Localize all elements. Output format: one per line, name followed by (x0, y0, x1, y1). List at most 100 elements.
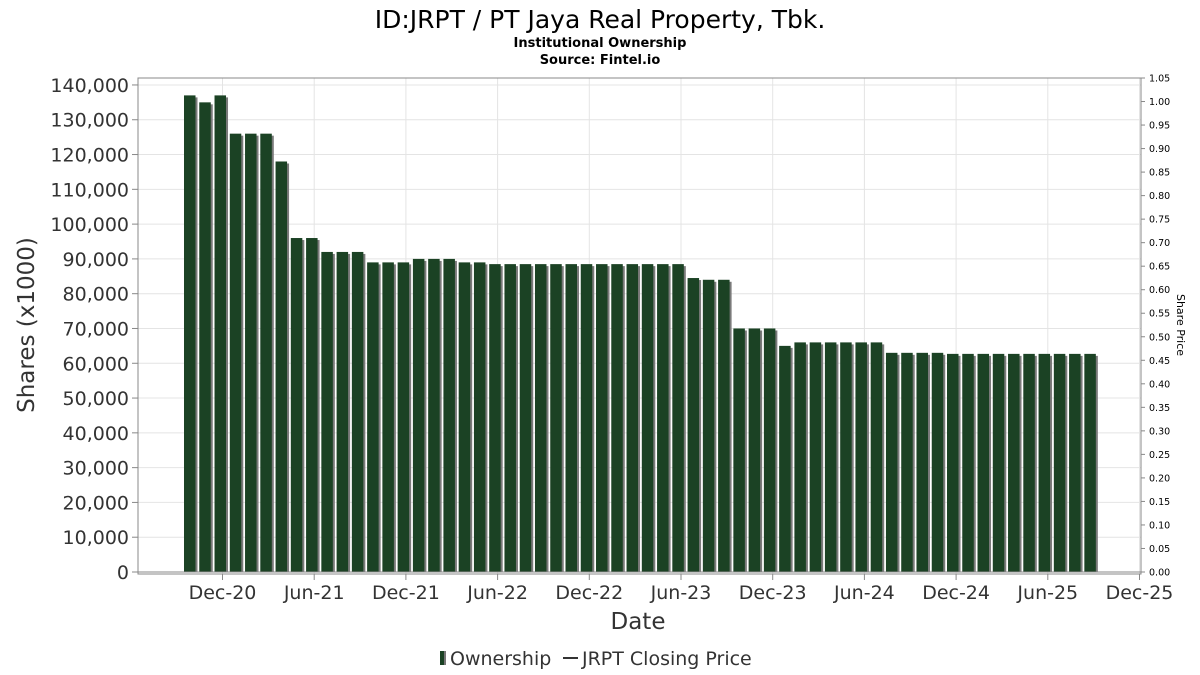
bar (184, 95, 196, 573)
x-tick-label: Dec-24 (922, 582, 990, 604)
y-tick-label: 90,000 (63, 249, 129, 271)
y-tick-label: 50,000 (63, 388, 129, 410)
bar (1008, 353, 1020, 572)
bar (748, 328, 761, 572)
x-tick-label: Jun-25 (1016, 582, 1078, 604)
bar (641, 264, 654, 572)
y2-tick-label: 0.10 (1149, 520, 1170, 531)
bar (855, 342, 867, 572)
y2-tick-label: 0.05 (1149, 544, 1170, 555)
bar (824, 342, 837, 572)
legend: Ownership JRPT Closing Price (440, 648, 752, 670)
bar (977, 353, 990, 572)
bar (519, 264, 532, 572)
legend-price-label: JRPT Closing Price (581, 648, 752, 670)
bar (275, 161, 288, 572)
y-tick-label: 100,000 (50, 214, 129, 236)
y2-tick-label: 0.00 (1149, 568, 1170, 579)
bar (1038, 353, 1051, 572)
bar (1069, 353, 1081, 572)
y-tick-label: 30,000 (63, 458, 129, 480)
bar (962, 353, 974, 572)
chart-subtitle-line-1: Institutional Ownership (514, 36, 687, 51)
bar (657, 264, 669, 572)
x-tick-label: Jun-21 (283, 582, 345, 604)
bar (870, 342, 883, 572)
y-tick-label: 60,000 (63, 353, 129, 375)
y2-tick-label: 0.95 (1149, 121, 1170, 132)
bar (916, 352, 928, 572)
y2-tick-label: 0.60 (1149, 285, 1170, 296)
bar (473, 262, 486, 572)
plot-area (137, 77, 1142, 575)
bar (306, 238, 318, 572)
x-tick-label: Dec-23 (739, 582, 807, 604)
bar (580, 264, 593, 572)
bar (947, 353, 959, 572)
chart-subtitle-line-2: Source: Fintel.io (540, 53, 661, 68)
y-axis-label: Shares (x1000) (14, 237, 40, 413)
x-tick-label: Dec-21 (372, 582, 440, 604)
y-tick-label: 0 (117, 562, 129, 584)
bar (779, 345, 791, 572)
y-tick-label: 140,000 (50, 75, 129, 97)
bar (702, 279, 715, 572)
y2-tick-label: 0.55 (1149, 309, 1170, 320)
bar-series-ownership (184, 95, 1098, 573)
bar (733, 328, 745, 572)
y2-tick-label: 0.45 (1149, 356, 1170, 367)
y-tick-label: 20,000 (63, 492, 129, 514)
y-tick-label: 10,000 (63, 527, 129, 549)
bar (351, 251, 364, 572)
x-axis-label: Date (611, 609, 666, 635)
bar (367, 262, 379, 572)
bar (550, 264, 562, 572)
y2-tick-label: 0.90 (1149, 144, 1170, 155)
bar (321, 251, 333, 572)
bar (290, 238, 303, 572)
y-tick-label: 110,000 (50, 179, 129, 201)
x-tick-label: Dec-25 (1106, 582, 1174, 604)
bar (397, 262, 410, 572)
y2-tick-label: 0.30 (1149, 426, 1170, 437)
bar (199, 102, 211, 572)
bar (794, 342, 806, 572)
bar (245, 133, 257, 572)
y2-tick-label: 1.00 (1149, 97, 1170, 108)
legend-ownership-swatch-shade (444, 651, 446, 665)
bar (763, 328, 776, 572)
bar (626, 264, 639, 572)
y2-tick-label: 0.15 (1149, 497, 1170, 508)
bar (1023, 353, 1035, 572)
legend-ownership-swatch (440, 651, 444, 665)
y2-tick-label: 0.85 (1149, 168, 1170, 179)
x-tick-label: Jun-23 (650, 582, 712, 604)
chart-title: ID:JRPT / PT Jaya Real Property, Tbk. (375, 5, 826, 34)
bar (901, 352, 913, 572)
bar (885, 352, 898, 572)
y2-tick-label: 1.05 (1149, 74, 1170, 85)
bar (611, 264, 623, 572)
x-tick-label: Dec-20 (189, 582, 257, 604)
bar (809, 342, 822, 572)
bar (336, 251, 349, 572)
axes: 0 10,000 20,000 30,000 40,000 50,000 60,000 70,… (50, 74, 1173, 605)
x-tick-label: Dec-22 (555, 582, 623, 604)
y2-tick-label: 0.40 (1149, 379, 1170, 390)
y2-tick-label: 0.35 (1149, 403, 1170, 414)
bar (260, 133, 272, 572)
bar (687, 278, 700, 572)
x-tick-label: Jun-24 (833, 582, 895, 604)
y-tick-label: 120,000 (50, 145, 129, 167)
bar (931, 352, 944, 572)
x-tick-label: Jun-22 (466, 582, 528, 604)
bar (382, 262, 394, 572)
bar (565, 264, 577, 572)
y-tick-label: 80,000 (63, 284, 129, 306)
y2-tick-label: 0.75 (1149, 215, 1170, 226)
y-tick-label: 70,000 (63, 318, 129, 340)
bar (428, 258, 440, 572)
bar (489, 264, 501, 572)
bar (672, 264, 684, 572)
